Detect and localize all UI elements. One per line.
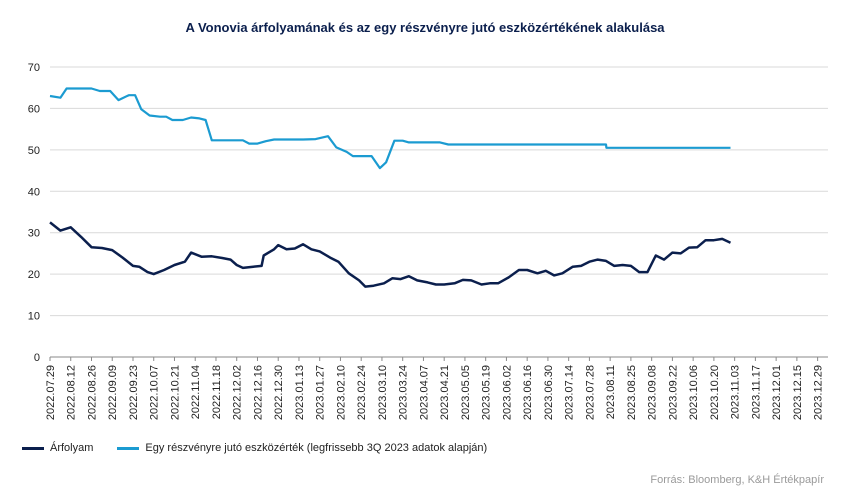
x-tick-label: 2022.09.09 [107,365,119,420]
legend-swatch-price [22,446,44,450]
x-tick-label: 2023.12.29 [813,365,825,420]
x-tick-label: 2023.11.17 [750,365,762,419]
legend: Árfolyam Egy részvényre jutó eszközérték… [22,442,511,454]
legend-item-price: Árfolyam [22,442,93,454]
x-tick-label: 2023.12.15 [792,365,804,420]
chart-title: A Vonovia árfolyamának és az egy részvén… [185,20,665,35]
y-tick-label: 70 [28,62,40,74]
x-tick-label: 2023.08.11 [605,365,617,419]
legend-label-price: Árfolyam [50,442,94,454]
x-tick-label: 2022.11.04 [190,365,202,419]
series-line-nav [49,87,731,170]
y-tick-label: 20 [28,269,40,281]
x-tick-label: 2023.09.22 [667,365,679,420]
x-tick-label: 2022.12.02 [232,365,244,420]
legend-swatch-nav [117,446,140,450]
x-tick-label: 2022.10.21 [169,365,181,420]
x-tick-label: 2023.05.19 [481,365,493,420]
gridlines [50,66,828,358]
y-tick-label: 50 [28,145,40,157]
x-tick-label: 2023.10.20 [709,365,721,420]
x-tick-label: 2023.03.10 [377,365,389,420]
x-tick-label: 2022.12.16 [252,365,264,420]
x-tick-label: 2023.11.03 [730,365,742,419]
legend-item-nav: Egy részvényre jutó eszközérték (legfris… [117,442,487,454]
x-tick-label: 2022.08.26 [86,365,98,420]
x-tick-label: 2023.02.10 [335,365,347,420]
x-tick-label: 2023.09.08 [647,365,659,420]
x-tick-label: 2023.06.02 [501,365,513,420]
y-tick-label: 30 [28,228,40,240]
x-axis-ticks: 2022.07.29 2022.08.12 2022.08.26 2022.09.09… [45,357,825,420]
y-tick-label: 40 [28,186,40,198]
x-tick-label: 2023.04.07 [418,365,430,420]
x-tick-label: 2023.08.25 [626,365,638,420]
x-tick-label: 2023.06.16 [522,365,534,420]
x-tick-label: 2023.05.05 [460,365,472,420]
x-tick-label: 2022.08.12 [66,365,78,420]
x-tick-label: 2023.12.01 [771,365,783,420]
source-note: Forrás: Bloomberg, K&H Értékpapír [650,474,824,486]
x-tick-label: 2023.01.27 [315,365,327,420]
x-tick-label: 2023.02.24 [356,365,368,420]
x-tick-label: 2022.12.30 [273,365,285,420]
y-axis-ticks: 0 10 20 30 40 50 60 70 [28,62,40,364]
x-tick-label: 2023.07.14 [564,365,576,420]
y-tick-label: 10 [28,311,40,323]
series-lines [49,87,732,288]
x-tick-label: 2022.10.07 [149,365,161,420]
x-tick-label: 2022.09.23 [128,365,140,420]
x-tick-label: 2022.07.29 [45,365,57,420]
x-tick-label: 2023.01.13 [294,365,306,420]
x-tick-label: 2023.06.30 [543,365,555,420]
x-tick-label: 2022.11.18 [211,365,223,419]
legend-label-nav: Egy részvényre jutó eszközérték (legfris… [145,442,488,454]
y-tick-label: 0 [34,352,40,364]
y-tick-label: 60 [28,103,40,115]
series-line-price [49,221,732,288]
x-tick-label: 2023.07.28 [584,365,596,420]
x-tick-label: 2023.03.24 [398,365,410,420]
x-tick-label: 2023.04.21 [439,365,451,420]
x-tick-label: 2023.10.06 [688,365,700,420]
